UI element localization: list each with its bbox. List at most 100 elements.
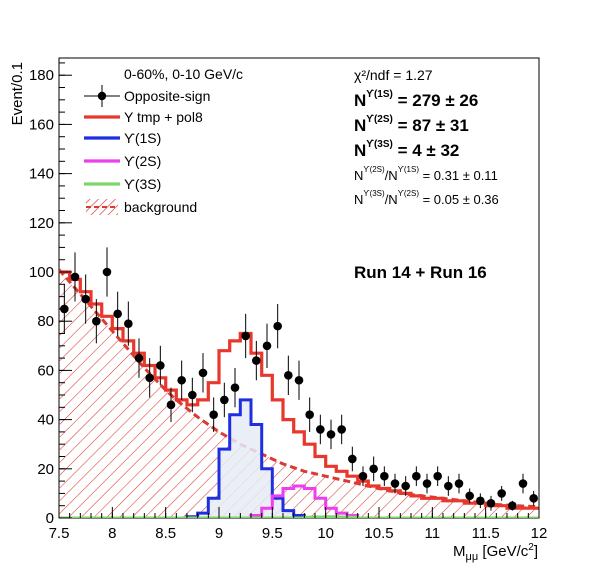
data-point: [102, 247, 112, 297]
data-point: [134, 338, 144, 378]
stat-n-y3s-base: N: [354, 141, 366, 160]
stat-ratio-3s-2s: Nϒ(3S)/Nϒ(2S) = 0.05 ± 0.36: [354, 189, 499, 207]
stat-n-y2s-sup: ϒ(2S): [366, 114, 393, 125]
legend-label-opposite-sign: Opposite-sign: [124, 88, 210, 104]
stat-ratio-3s-2s-a: N: [354, 192, 363, 207]
legend-label-y2s: ϒ(2S): [124, 153, 161, 169]
data-point-marker: [454, 479, 464, 488]
y-tick-label: 80: [37, 313, 54, 330]
axes-layer: 7.5 8 8.5 9 9.5 10 10.5 11 11.5 12020406080100120…: [29, 62, 547, 542]
data-point-marker: [305, 410, 314, 419]
stat-chi2: χ²/ndf = 1.27: [354, 67, 433, 83]
y-tick-label: 40: [37, 412, 54, 429]
data-point: [337, 414, 346, 445]
legend-entry-background: background: [86, 199, 197, 215]
legend-entry-y2s: ϒ(2S): [84, 153, 161, 169]
stat-n-y2s-value: = 87 ± 31: [393, 116, 469, 135]
stat-n-y1s: Nϒ(1S) = 279 ± 26: [354, 89, 478, 110]
total-fit-histogram: [59, 270, 539, 510]
data-point: [454, 473, 464, 494]
stat-ratio-3s-2s-b: /N: [385, 192, 398, 207]
y-tick-label: 100: [29, 264, 54, 281]
data-point: [358, 466, 368, 487]
legend: 0-60%, 0-10 GeV/c Opposite-sign Y tmp + …: [84, 66, 243, 215]
x-axis-title-sub: μμ: [466, 551, 479, 563]
data-point: [284, 355, 293, 396]
data-point-marker: [284, 371, 293, 380]
legend-label-background: background: [124, 199, 197, 215]
data-point: [486, 495, 496, 511]
data-point: [316, 414, 325, 445]
data-point: [220, 382, 229, 418]
data-point: [380, 466, 389, 487]
data-point-marker: [145, 373, 154, 383]
data-point-marker: [316, 425, 325, 434]
data-point: [156, 345, 165, 386]
data-point-marker: [508, 501, 517, 511]
data-point-marker: [134, 353, 144, 363]
data-point: [401, 476, 410, 496]
stat-ratio-3s-2s-a-sup: ϒ(3S): [363, 189, 385, 198]
data-point-marker: [422, 479, 432, 488]
data-point-marker: [444, 481, 453, 491]
data-point: [529, 490, 538, 506]
stat-n-y1s-base: N: [354, 91, 366, 110]
data-point: [433, 466, 442, 487]
y-tick-label: 160: [29, 116, 54, 133]
data-point-marker: [465, 491, 474, 501]
background-hatch-area: [59, 269, 539, 518]
data-point-marker: [326, 430, 336, 439]
x-tick-label: 11: [425, 525, 441, 542]
y-tick-label: 180: [29, 67, 54, 84]
data-point-marker: [92, 316, 101, 326]
data-point-marker: [113, 309, 122, 319]
data-point: [348, 446, 357, 472]
data-point: [326, 419, 336, 450]
data-point-marker: [337, 425, 346, 434]
data-point-marker: [294, 375, 304, 385]
y3s-histogram: [59, 515, 539, 518]
x-tick-label: 10: [317, 525, 334, 542]
data-point-marker: [166, 400, 176, 410]
legend-entry-total: Y tmp + pol8: [84, 109, 203, 125]
data-point-marker: [156, 361, 165, 370]
data-point: [252, 340, 261, 381]
data-point-marker: [390, 479, 400, 488]
data-point: [113, 291, 122, 336]
x-axis-title-unit-sup: 2: [528, 542, 534, 553]
x-tick-label: 7.5: [49, 525, 70, 542]
data-point-marker: [188, 390, 197, 400]
data-point: [124, 301, 133, 346]
data-point: [497, 486, 506, 501]
data-point: [273, 303, 282, 349]
data-point: [230, 367, 240, 408]
x-axis-title-main: M: [453, 543, 466, 560]
data-point-marker: [81, 294, 90, 304]
x-tick-label: 8: [108, 525, 116, 542]
x-axis-title-unit: [GeV/c: [478, 543, 529, 560]
data-point: [70, 252, 80, 302]
stat-n-y2s-base: N: [354, 116, 366, 135]
data-point: [177, 360, 186, 400]
stat-n-y1s-sup: ϒ(1S): [366, 89, 393, 100]
data-point-marker: [124, 319, 133, 328]
data-point-marker: [273, 321, 282, 331]
legend-label-y1s: ϒ(1S): [124, 130, 161, 146]
stat-ratio-2s-1s-a: N: [354, 168, 363, 183]
y-tick-label: 140: [29, 166, 54, 183]
stat-ratio-2s-1s-a-sup: ϒ(2S): [363, 165, 385, 174]
data-point: [92, 299, 101, 344]
data-point: [412, 466, 421, 487]
data-point-marker: [380, 471, 389, 481]
legend-label-total: Y tmp + pol8: [124, 109, 203, 125]
legend-marker-dot: [97, 91, 107, 101]
fit-stats: χ²/ndf = 1.27 Nϒ(1S) = 279 ± 26 Nϒ(2S) =…: [354, 67, 499, 207]
data-point-marker: [529, 494, 538, 503]
stat-ratio-2s-1s-value: = 0.31 ± 0.11: [419, 168, 498, 183]
legend-entry-y1s: ϒ(1S): [84, 130, 161, 146]
data-point-marker: [401, 481, 410, 491]
x-tick-label: 9: [215, 525, 223, 542]
data-point: [465, 488, 474, 504]
legend-entry-y3s: ϒ(3S): [84, 176, 161, 192]
